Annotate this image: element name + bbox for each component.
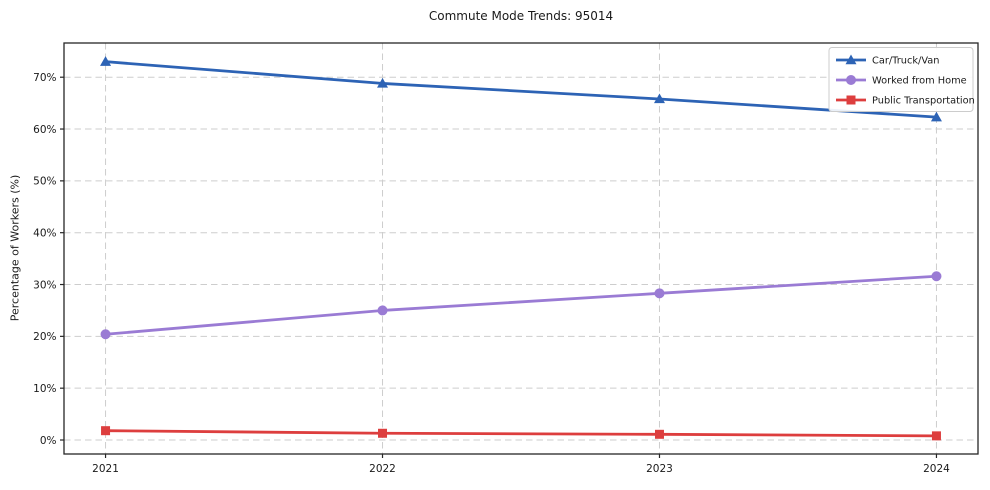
square-marker <box>654 429 664 439</box>
legend: Car/Truck/Van Worked from Home Public Tran… <box>828 47 975 112</box>
y-tick-label: 20% <box>33 331 56 343</box>
circle-marker <box>931 271 942 282</box>
series-worked-from-home <box>100 271 942 340</box>
legend-label: Public Transportation <box>872 96 975 107</box>
circle-marker <box>100 329 111 340</box>
y-tick-label: 50% <box>33 176 56 188</box>
circle-marker <box>846 75 856 85</box>
y-tick-label: 40% <box>33 227 56 239</box>
x-tick-label: 2024 <box>923 463 950 475</box>
y-tick-label: 70% <box>33 72 56 84</box>
x-tick-label: 2022 <box>369 463 396 475</box>
circle-marker <box>377 305 388 316</box>
series-line <box>105 60 937 119</box>
y-axis: 0% 10% 20% 30% 40% 50% 60% 70% <box>33 72 64 447</box>
series-line <box>105 429 937 438</box>
triangle-marker <box>653 93 665 104</box>
square-marker <box>101 426 111 436</box>
square-marker <box>931 431 941 441</box>
gridlines <box>64 43 978 454</box>
square-marker <box>378 428 388 438</box>
y-tick-label: 0% <box>40 435 57 447</box>
series-line <box>105 274 937 336</box>
x-axis: 2021 2022 2023 2024 <box>92 454 950 475</box>
x-tick-label: 2021 <box>92 463 119 475</box>
triangle-marker <box>845 54 857 65</box>
chart-title: Commute Mode Trends: 95014 <box>428 9 614 23</box>
circle-marker <box>654 288 665 299</box>
series-public-transportation <box>101 426 941 441</box>
series-car-truck-van <box>100 56 942 122</box>
y-tick-label: 30% <box>33 279 56 291</box>
y-tick-label: 60% <box>33 124 56 136</box>
triangle-marker <box>100 56 112 66</box>
triangle-marker <box>377 77 389 88</box>
triangle-marker <box>930 111 942 122</box>
legend-label: Car/Truck/Van <box>872 56 939 67</box>
legend-label: Worked from Home <box>872 76 967 87</box>
legend-box <box>828 47 974 112</box>
y-tick-label: 10% <box>33 383 56 395</box>
square-marker <box>846 95 856 105</box>
x-tick-label: 2023 <box>646 463 673 475</box>
plot-border <box>63 42 979 455</box>
